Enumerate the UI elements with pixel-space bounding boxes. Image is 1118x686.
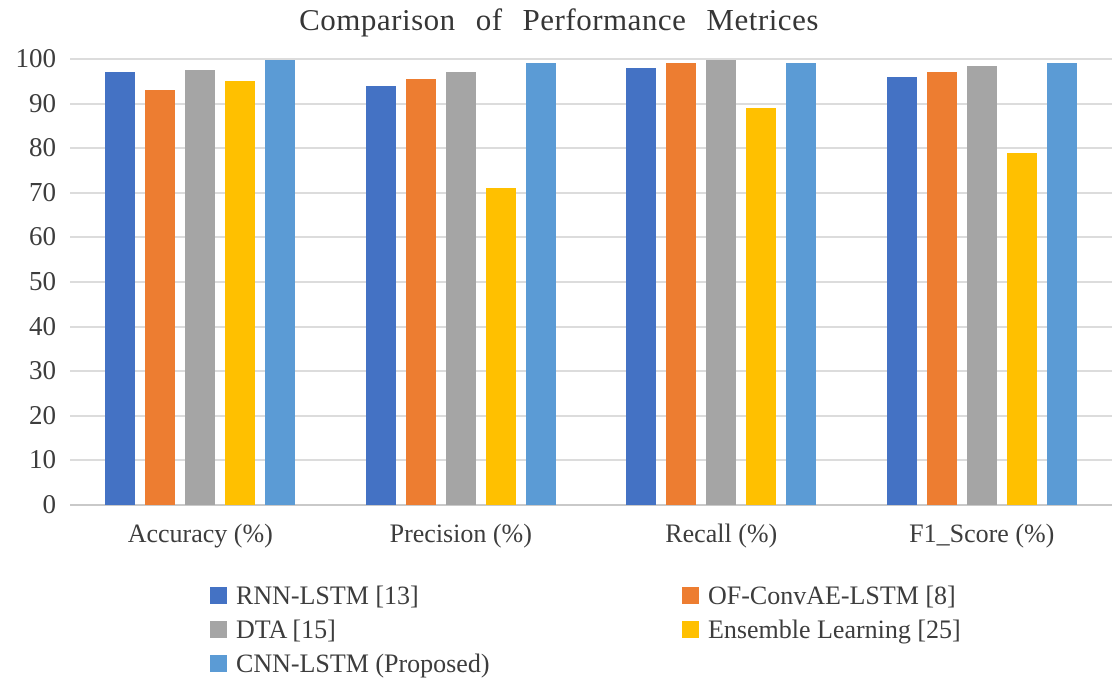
bar-of-convae-lstm-8--0 bbox=[145, 90, 176, 505]
legend-swatch-icon bbox=[210, 621, 227, 638]
bar-ensemble-learning-25--1 bbox=[485, 188, 516, 505]
bar-dta-15--0 bbox=[185, 70, 216, 505]
legend-item-dta-15-: DTA [15] bbox=[210, 613, 682, 646]
gridline-60 bbox=[70, 236, 1112, 239]
bar-cnn-lstm-proposed--0 bbox=[265, 60, 296, 505]
bar-dta-15--2 bbox=[706, 59, 737, 505]
x-tick-label-accuracy-: Accuracy (%) bbox=[127, 519, 273, 548]
gridline-20 bbox=[70, 414, 1112, 417]
gridline-0 bbox=[70, 504, 1112, 506]
legend-swatch-icon bbox=[682, 621, 699, 638]
gridline-30 bbox=[70, 370, 1112, 373]
gridline-40 bbox=[70, 325, 1112, 328]
bar-ensemble-learning-25--0 bbox=[225, 81, 256, 505]
bar-rnn-lstm-13--0 bbox=[105, 72, 136, 505]
legend-item-of-convae-lstm-8-: OF-ConvAE-LSTM [8] bbox=[682, 579, 961, 612]
bar-of-convae-lstm-8--2 bbox=[666, 63, 697, 505]
bar-group-precision- bbox=[331, 59, 592, 505]
y-tick-label-80: 80 bbox=[29, 132, 56, 163]
legend-item-ensemble-learning-25-: Ensemble Learning [25] bbox=[682, 613, 961, 646]
y-tick-label-20: 20 bbox=[29, 399, 56, 430]
x-tick-label-recall-: Recall (%) bbox=[665, 519, 778, 548]
gridline-10 bbox=[70, 459, 1112, 462]
legend-swatch-icon bbox=[210, 587, 227, 604]
y-tick-label-0: 0 bbox=[42, 488, 57, 519]
x-axis: Accuracy (%) Precision (%) Recall (%) F1_Sc… bbox=[70, 519, 1112, 549]
bar-rnn-lstm-13--1 bbox=[365, 85, 396, 505]
bar-rnn-lstm-13--3 bbox=[886, 76, 917, 505]
gridline-50 bbox=[70, 281, 1112, 283]
y-tick-label-70: 70 bbox=[29, 176, 56, 207]
gridline-70 bbox=[70, 191, 1112, 194]
plot-area bbox=[70, 58, 1112, 506]
bar-of-convae-lstm-8--1 bbox=[405, 78, 436, 505]
y-tick-label-40: 40 bbox=[29, 310, 56, 341]
bar-ensemble-learning-25--3 bbox=[1006, 152, 1037, 505]
gridline-80 bbox=[70, 147, 1112, 150]
y-tick-label-30: 30 bbox=[29, 355, 56, 386]
bar-cnn-lstm-proposed--3 bbox=[1046, 63, 1077, 505]
y-tick-label-10: 10 bbox=[29, 444, 56, 475]
bar-dta-15--1 bbox=[445, 71, 476, 505]
y-axis: 0 10 20 30 40 50 60 70 80 90 100 bbox=[0, 43, 57, 519]
bar-group-recall- bbox=[591, 59, 852, 505]
legend-swatch-icon bbox=[682, 587, 699, 604]
legend-item-cnn-lstm-proposed-: CNN-LSTM (Proposed) bbox=[210, 647, 682, 680]
y-tick-label-90: 90 bbox=[29, 87, 56, 118]
legend-label: Ensemble Learning [25] bbox=[708, 614, 961, 644]
bar-groups bbox=[70, 59, 1112, 505]
legend-swatch-icon bbox=[210, 655, 227, 672]
gridline-90 bbox=[70, 102, 1112, 105]
x-tick-label-f1-score-: F1_Score (%) bbox=[909, 519, 1055, 548]
legend-label: CNN-LSTM (Proposed) bbox=[236, 648, 490, 678]
bar-cnn-lstm-proposed--2 bbox=[786, 63, 817, 505]
x-tick-label-precision-: Precision (%) bbox=[389, 519, 532, 548]
legend-item-rnn-lstm-13-: RNN-LSTM [13] bbox=[210, 579, 682, 612]
legend-label: RNN-LSTM [13] bbox=[236, 580, 419, 610]
bar-group-accuracy- bbox=[70, 59, 331, 505]
y-tick-label-60: 60 bbox=[29, 221, 56, 252]
legend: RNN-LSTM [13] OF-ConvAE-LSTM [8] DTA [15] E… bbox=[210, 579, 961, 680]
bar-cnn-lstm-proposed--1 bbox=[525, 63, 556, 505]
legend-label: DTA [15] bbox=[236, 614, 336, 644]
legend-label: OF-ConvAE-LSTM [8] bbox=[708, 580, 956, 610]
bar-group-f1-score- bbox=[852, 59, 1113, 505]
gridline-100 bbox=[70, 58, 1112, 60]
y-tick-label-100: 100 bbox=[15, 42, 57, 73]
bar-rnn-lstm-13--2 bbox=[626, 67, 657, 505]
y-tick-label-50: 50 bbox=[29, 265, 56, 296]
bar-ensemble-learning-25--2 bbox=[746, 108, 777, 505]
chart-title: Comparison of Performance Metrices bbox=[299, 2, 819, 37]
bar-of-convae-lstm-8--3 bbox=[926, 72, 957, 505]
bar-dta-15--3 bbox=[966, 66, 997, 505]
